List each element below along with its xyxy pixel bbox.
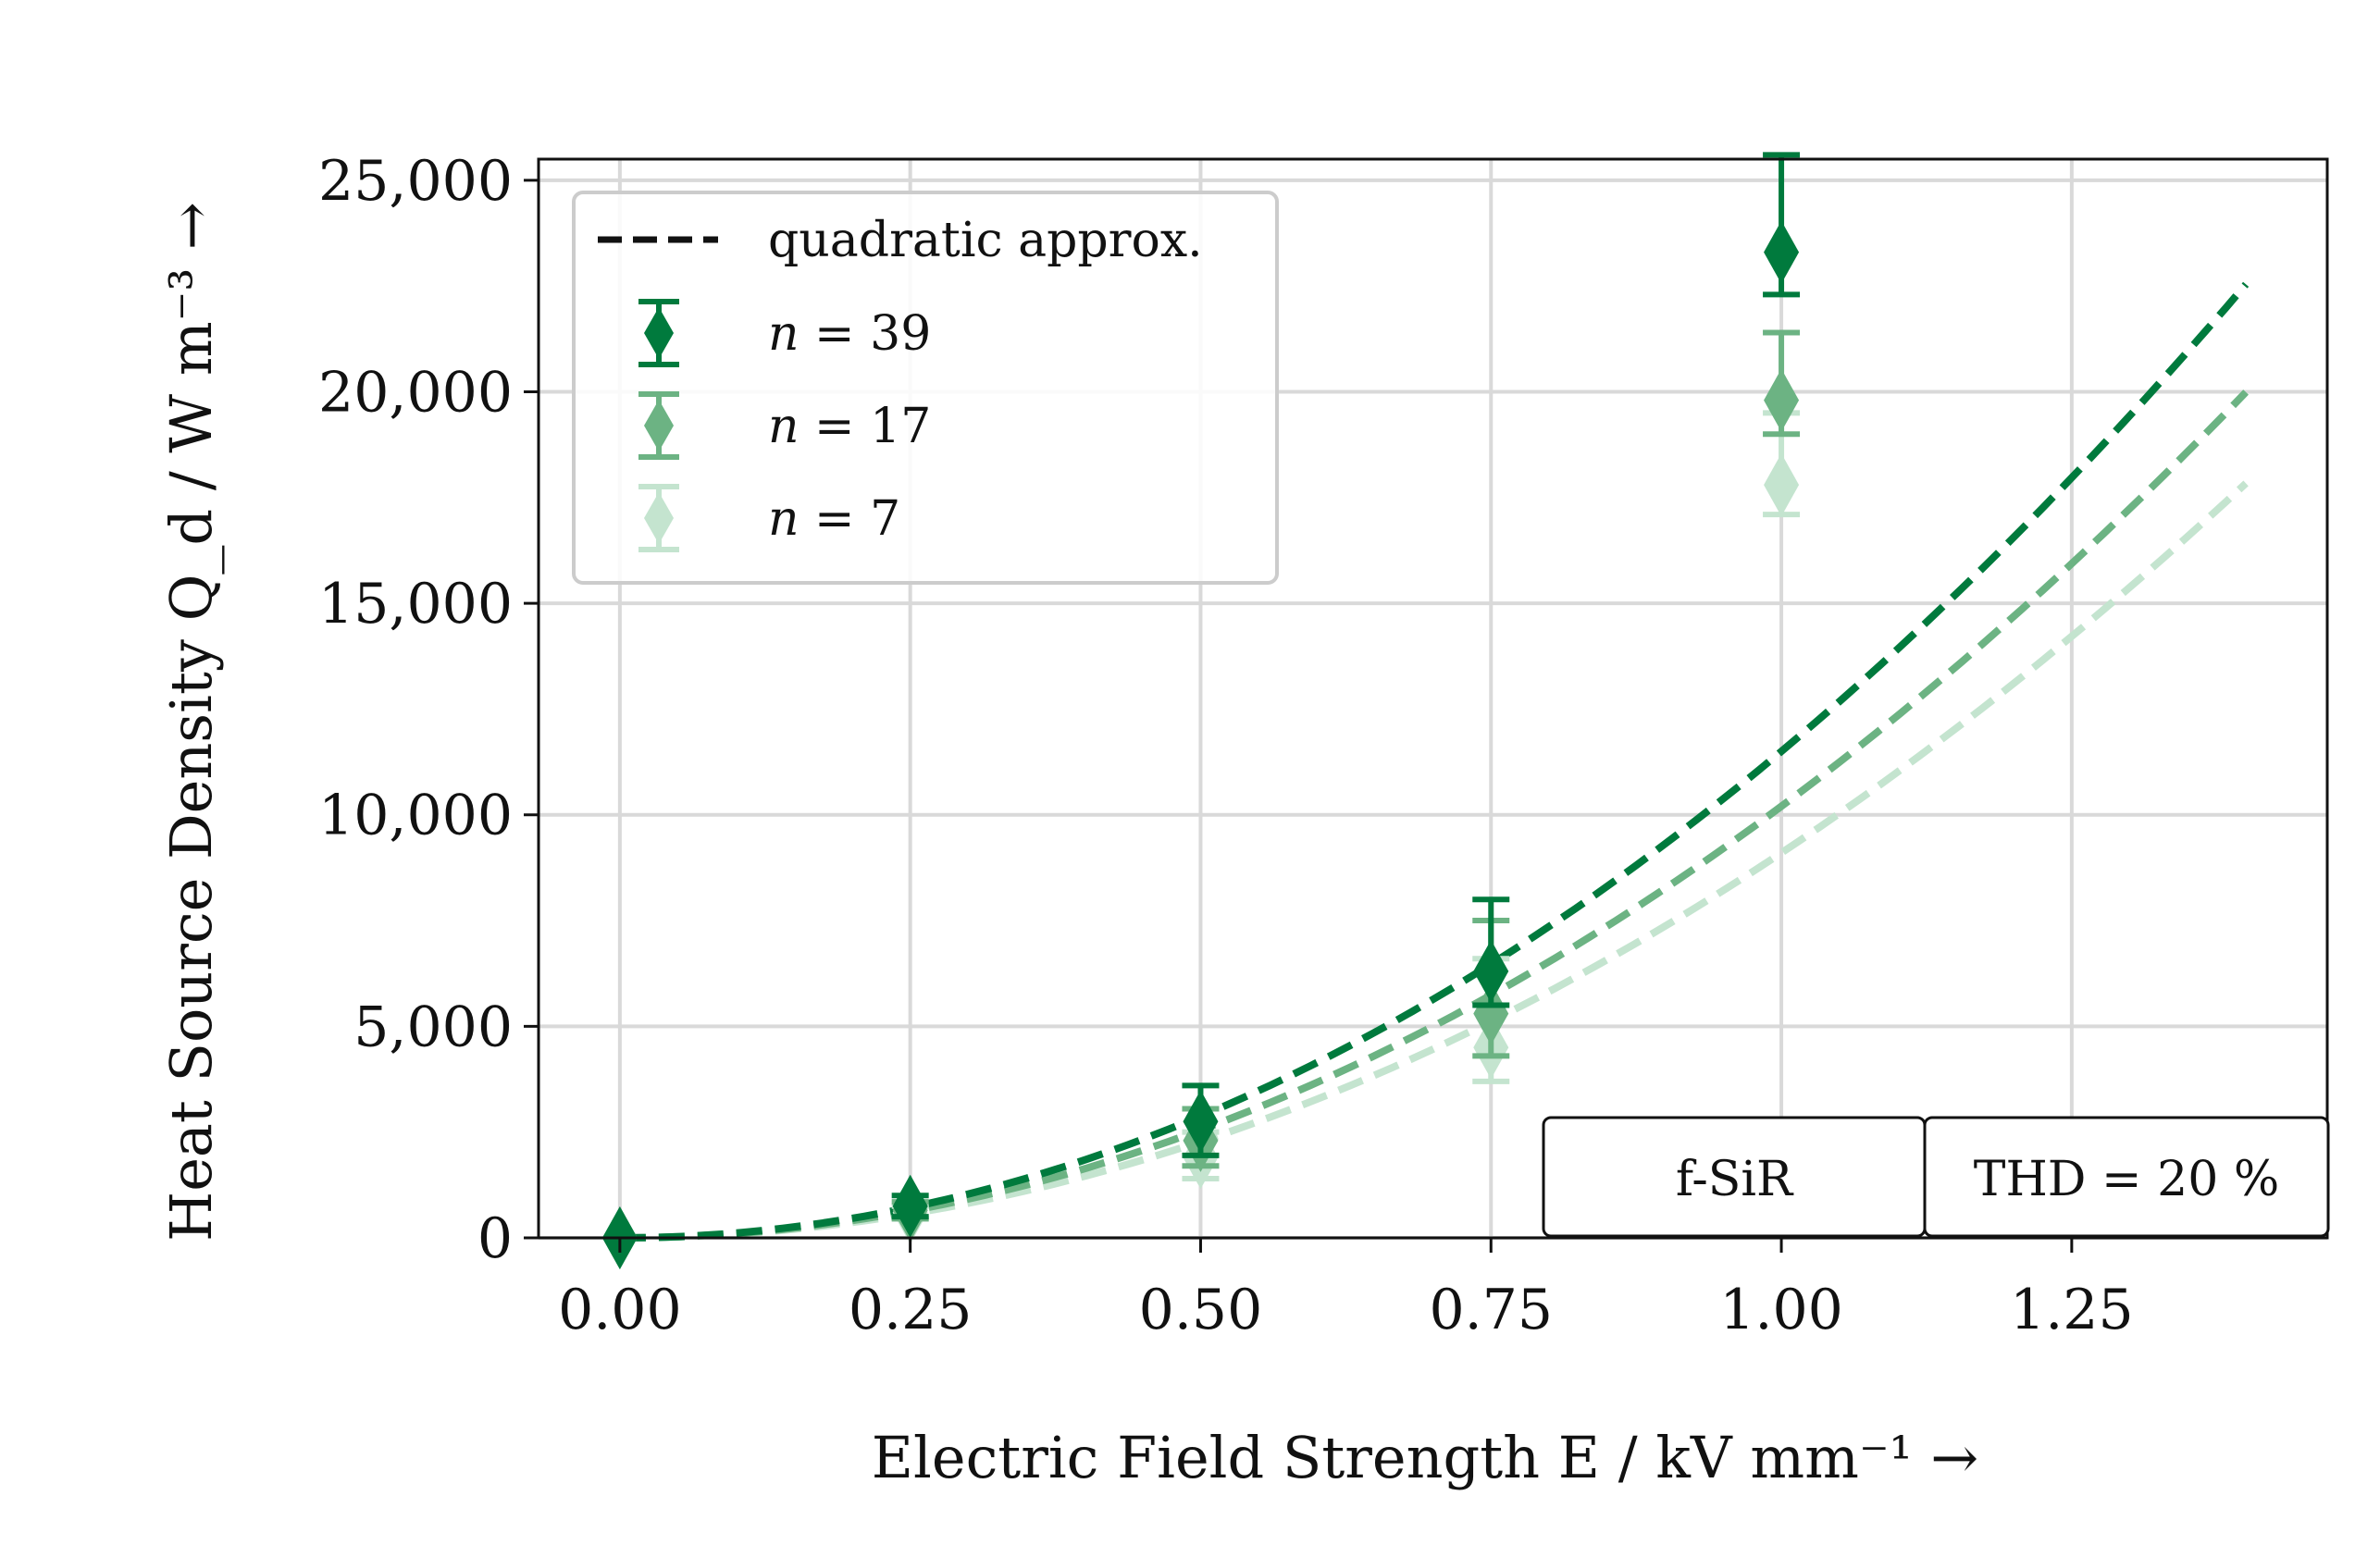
data-point bbox=[1473, 939, 1509, 1003]
x-tick-label: 0.75 bbox=[1429, 1278, 1553, 1342]
y-tick-label: 5,000 bbox=[353, 995, 513, 1059]
legend-marker bbox=[644, 492, 674, 544]
legend-entry: n = 39 bbox=[638, 299, 931, 367]
fit-curves bbox=[619, 281, 2250, 1242]
fit-curve-n7 bbox=[619, 480, 2249, 1242]
data-point bbox=[1183, 1090, 1219, 1154]
annotation-thd-text: THD = 20 % bbox=[1974, 1152, 2279, 1207]
data-markers bbox=[601, 152, 1801, 1269]
y-tick-label: 15,000 bbox=[318, 572, 513, 637]
legend-series-value: = 39 bbox=[800, 306, 932, 362]
x-axis-title: Electric Field Strength E / kV mm⁻¹ → bbox=[872, 1424, 1978, 1491]
data-point bbox=[1764, 453, 1800, 517]
legend-series-value: = 7 bbox=[800, 491, 901, 547]
data-point bbox=[1473, 982, 1509, 1045]
legend: quadratic approx. n = 39n = 17n = 7 bbox=[572, 191, 1279, 585]
annotation-thd-box: THD = 20 % bbox=[1923, 1116, 2330, 1238]
legend-entry: n = 17 bbox=[638, 391, 931, 460]
legend-series-var: n bbox=[768, 399, 800, 454]
legend-marker bbox=[644, 307, 674, 359]
x-tick-label: 0.25 bbox=[849, 1278, 973, 1342]
y-tick-label: 0 bbox=[477, 1206, 513, 1271]
annotation-thd-frame bbox=[1923, 1116, 2330, 1238]
y-tick-label: 25,000 bbox=[318, 149, 513, 214]
legend-series-entries: n = 39n = 17n = 7 bbox=[638, 299, 931, 552]
legend-series-var: n bbox=[768, 491, 800, 547]
annotation-material-box: f-SiR bbox=[1542, 1116, 1927, 1238]
x-tick-label: 1.25 bbox=[2010, 1278, 2134, 1342]
x-tick-label: 1.00 bbox=[1719, 1278, 1843, 1342]
legend-series-value: = 17 bbox=[800, 399, 932, 454]
fit-curve-n39 bbox=[619, 281, 2250, 1242]
legend-series-var: n bbox=[768, 306, 800, 362]
legend-entry: n = 7 bbox=[638, 484, 900, 552]
x-tick-label: 0.00 bbox=[558, 1278, 682, 1342]
legend-series-label: n = 39 bbox=[768, 306, 931, 362]
y-axis-title: Heat Source Density Q_d / W m⁻³ → bbox=[157, 202, 225, 1242]
y-tick-label: 10,000 bbox=[318, 784, 513, 848]
legend-series-label: n = 7 bbox=[768, 491, 900, 547]
legend-marker bbox=[644, 400, 674, 451]
legend-fit-label: quadratic approx. bbox=[768, 213, 1203, 268]
axis-ticks: 0.00 0.25 0.50 0.75 1.00 1.25 0 5,000 10,000 15,0… bbox=[318, 149, 2134, 1342]
legend-frame bbox=[572, 191, 1279, 585]
plot-frame bbox=[537, 157, 2329, 1240]
y-tick-label: 20,000 bbox=[318, 360, 513, 425]
data-point bbox=[1764, 368, 1800, 432]
x-tick-label: 0.50 bbox=[1139, 1278, 1263, 1342]
data-point bbox=[892, 1174, 928, 1238]
data-point bbox=[1764, 220, 1800, 284]
annotation-material-text: f-SiR bbox=[1676, 1152, 1794, 1207]
legend-series-label: n = 17 bbox=[768, 399, 931, 454]
